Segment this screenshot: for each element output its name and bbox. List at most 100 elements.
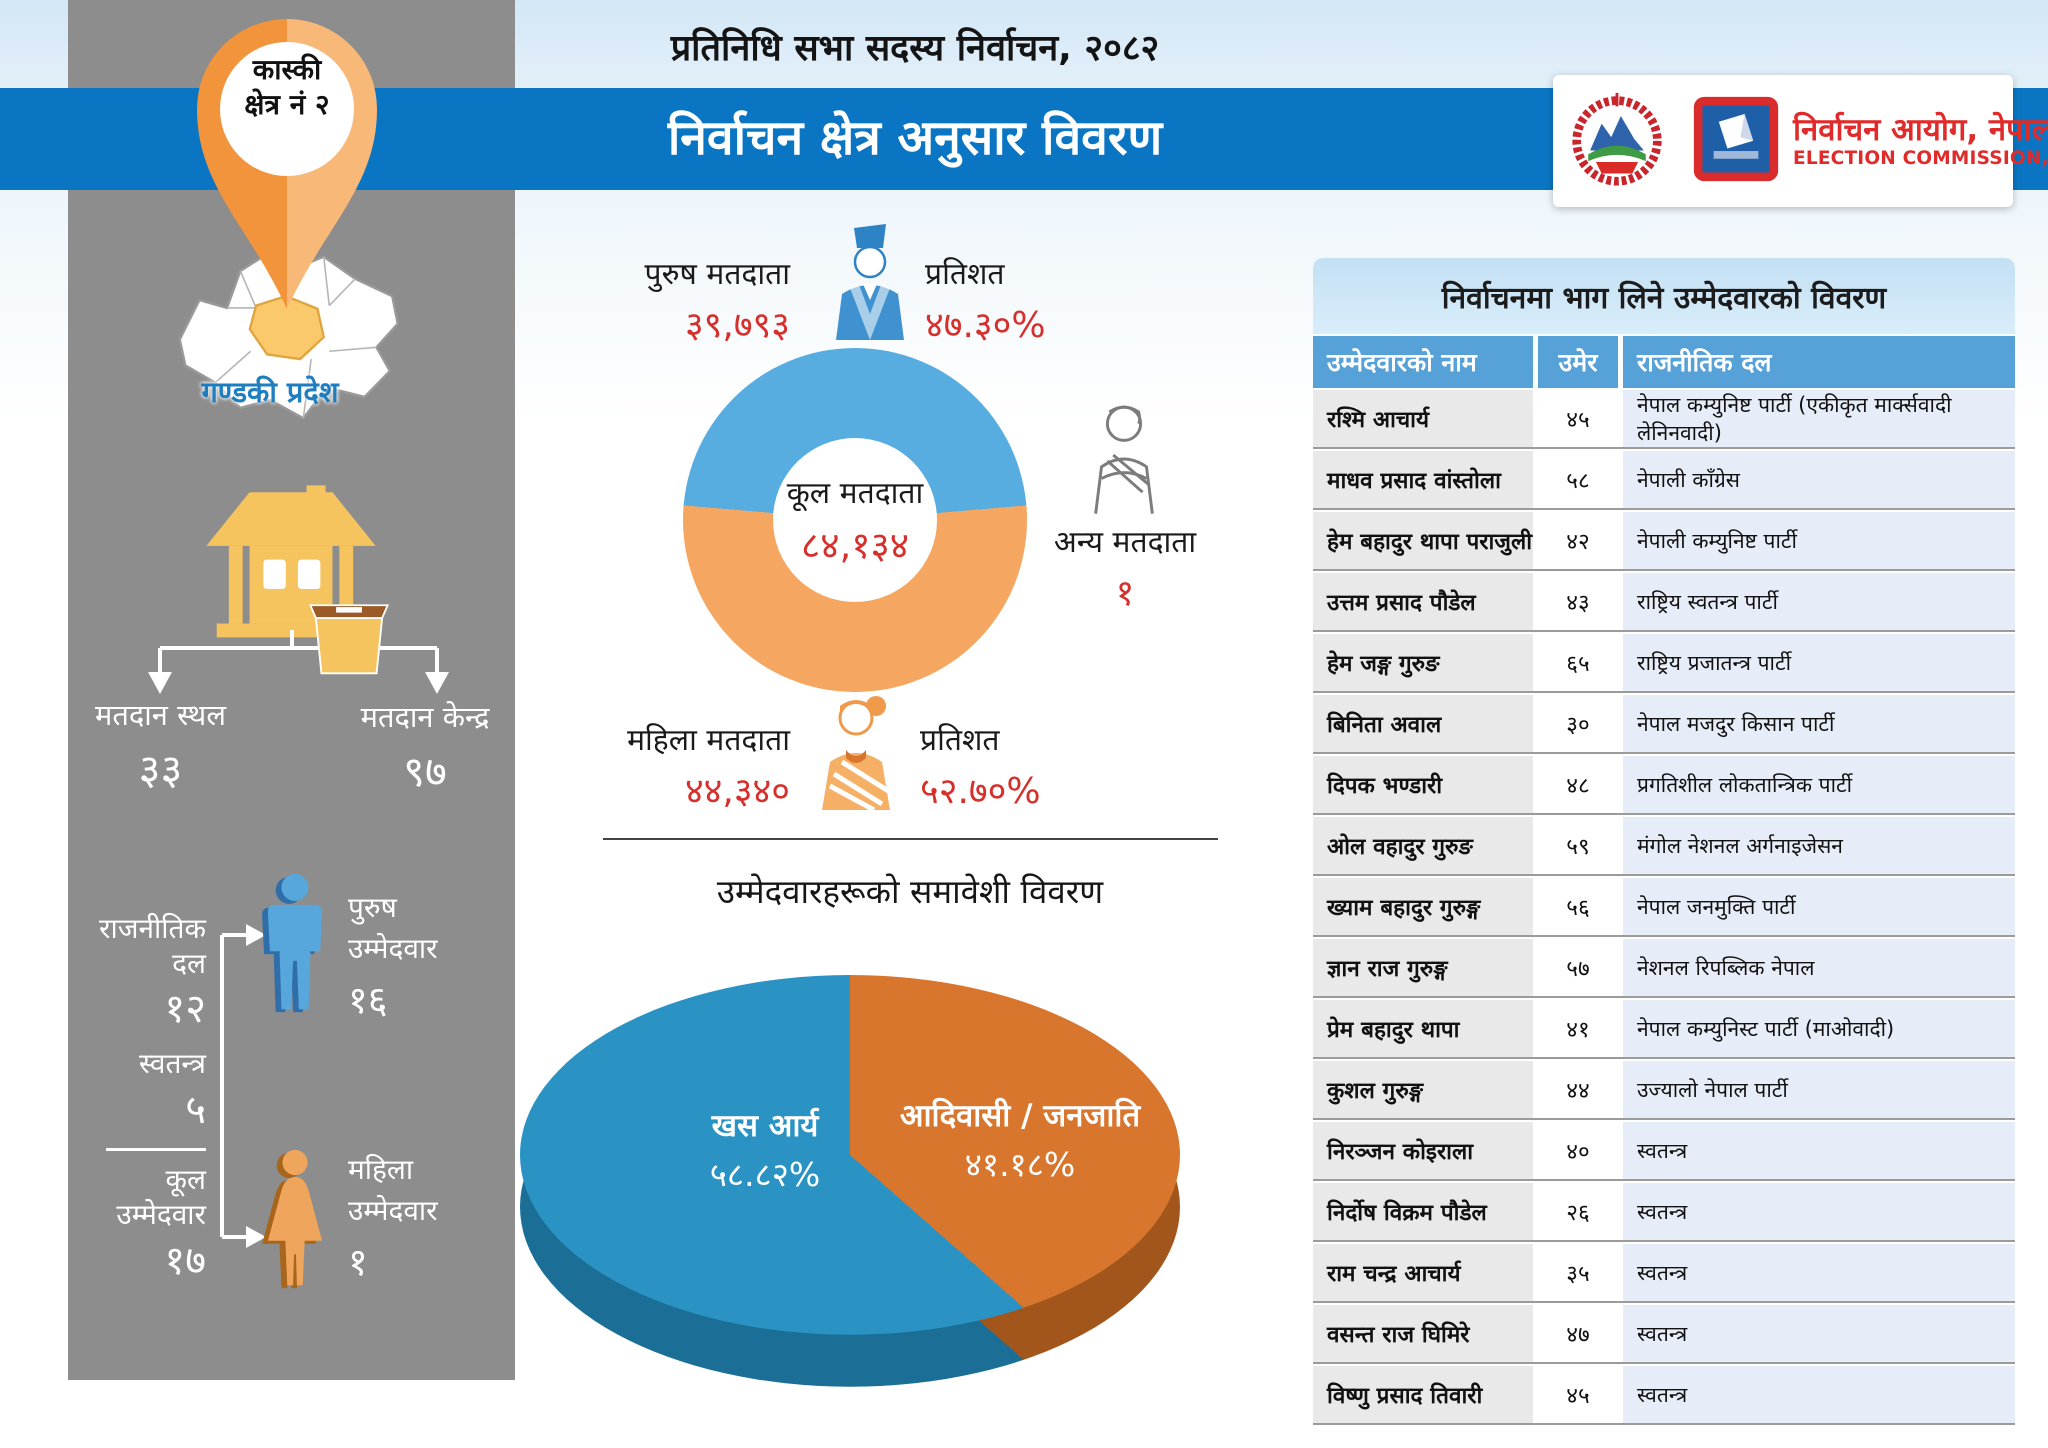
candidate-party: उज्यालो नेपाल पार्टी xyxy=(1623,1061,2015,1118)
constituency-number: क्षेत्र नं २ xyxy=(244,88,330,121)
table-row: उत्तम प्रसाद पौडेल ४३ राष्ट्रिय स्वतन्त्… xyxy=(1313,573,2015,632)
male-candidates-label: पुरुष उम्मेदवार xyxy=(348,891,438,965)
candidate-name: राम चन्द्र आचार्य xyxy=(1313,1244,1533,1301)
table-row: निरञ्जन कोइराला ४० स्वतन्त्र xyxy=(1313,1122,2015,1181)
section-divider xyxy=(603,838,1218,840)
male-candidates-value: १६ xyxy=(348,978,388,1023)
candidate-party: नेपाल जनमुक्ति पार्टी xyxy=(1623,878,2015,935)
male-voters: पुरुष मतदाता ३९,७९३ xyxy=(505,252,790,348)
province-label: गण्डकी प्रदेश xyxy=(201,375,339,409)
candidate-party: नेपाल मजदुर किसान पार्टी xyxy=(1623,695,2015,752)
candidate-party: राष्ट्रिय प्रजातन्त्र पार्टी xyxy=(1623,634,2015,691)
candidate-name: कुशल गुरुङ्ग xyxy=(1313,1061,1533,1118)
ec-logo-card: निर्वाचन आयोग, नेपाल ELECTION COMMISSION… xyxy=(1553,75,2048,207)
candidate-party: नेपाल कम्युनिष्ट पार्टी (एकीकृत मार्क्सव… xyxy=(1623,390,2015,447)
other-voters-value: १ xyxy=(1115,573,1135,614)
page-supertitle: प्रतिनिधि सभा सदस्य निर्वाचन, २०८२ xyxy=(670,28,1160,69)
independent-label: स्वतन्त्र xyxy=(139,1047,206,1081)
candidate-age: ३५ xyxy=(1538,1244,1618,1301)
candidate-age: ४२ xyxy=(1538,512,1618,569)
candidate-rows: रश्मि आचार्य ४५ नेपाल कम्युनिष्ट पार्टी … xyxy=(1313,388,2015,1425)
male-percent: प्रतिशत ४७.३०% xyxy=(925,252,1185,348)
table-row: रश्मि आचार्य ४५ नेपाल कम्युनिष्ट पार्टी … xyxy=(1313,390,2015,449)
candidate-age: ५६ xyxy=(1538,878,1618,935)
candidate-age: ४८ xyxy=(1538,756,1618,813)
table-row: निर्दोष विक्रम पौडेल २६ स्वतन्त्र xyxy=(1313,1183,2015,1242)
pie-top xyxy=(520,975,1180,1335)
map-pin-icon xyxy=(187,14,387,314)
female-candidates-value: १ xyxy=(348,1240,368,1285)
other-voter-icon xyxy=(1080,398,1168,516)
female-voter-icon xyxy=(808,688,908,813)
table-row: माधव प्रसाद वांस्तोला ५८ नेपाली काँग्रेस xyxy=(1313,451,2015,510)
ec-logo-text: निर्वाचन आयोग, नेपाल ELECTION COMMISSION… xyxy=(1793,111,2048,170)
candidate-party: स्वतन्त्र xyxy=(1623,1244,2015,1301)
header-age: उमेर xyxy=(1538,336,1618,388)
candidate-age: ६५ xyxy=(1538,634,1618,691)
candidate-age: ४४ xyxy=(1538,1061,1618,1118)
candidate-party: स्वतन्त्र xyxy=(1623,1122,2015,1179)
other-voters-label: अन्य मतदाता xyxy=(1053,525,1197,560)
table-row: ख्याम बहादुर गुरुङ्ग ५६ नेपाल जनमुक्ति प… xyxy=(1313,878,2015,937)
male-voter-icon xyxy=(820,222,920,342)
table-row: विष्णु प्रसाद तिवारी ४५ स्वतन्त्र xyxy=(1313,1366,2015,1425)
ec-name-english: ELECTION COMMISSION, NEPAL xyxy=(1793,148,2048,170)
polling-centers-value: ९७ xyxy=(403,746,447,796)
inclusive-pie-chart: खस आर्य ५८.८२% आदिवासी / जनजाति ४१.१८% xyxy=(520,975,1180,1395)
constituency-label: कास्की क्षेत्र नं २ xyxy=(209,52,365,122)
candidate-age: ५७ xyxy=(1538,939,1618,996)
female-percent-value: ५२.७०% xyxy=(920,771,1041,812)
female-percent: प्रतिशत ५२.७०% xyxy=(920,718,1180,814)
ec-name-nepali: निर्वाचन आयोग, नेपाल xyxy=(1793,111,2048,148)
table-row: प्रेम बहादुर थापा ४१ नेपाल कम्युनिस्ट पा… xyxy=(1313,1000,2015,1059)
connector-arrows xyxy=(148,630,449,1248)
candidate-age: ४७ xyxy=(1538,1305,1618,1362)
candidate-name: ओल वहादुर गुरुङ xyxy=(1313,817,1533,874)
candidate-name: उत्तम प्रसाद पौडेल xyxy=(1313,573,1533,630)
candidate-name: हेम बहादुर थापा पराजुली xyxy=(1313,512,1533,569)
voter-donut-chart: कूल मतदाता ८४,१३४ xyxy=(683,348,1027,692)
page-title: निर्वाचन क्षेत्र अनुसार विवरण xyxy=(667,110,1163,166)
candidate-name: ख्याम बहादुर गुरुङ्ग xyxy=(1313,878,1533,935)
province-map xyxy=(168,233,404,438)
candidate-age: ४५ xyxy=(1538,390,1618,447)
candidate-party: नेपाली काँग्रेस xyxy=(1623,451,2015,508)
female-candidates-label: महिला उम्मेदवार xyxy=(348,1153,438,1227)
female-candidates: महिला उम्मेदवार १ xyxy=(348,1150,438,1290)
candidate-name: निर्दोष विक्रम पौडेल xyxy=(1313,1183,1533,1240)
total-candidates-label: कूल उम्मेदवार xyxy=(116,1163,206,1231)
candidate-age: २६ xyxy=(1538,1183,1618,1240)
table-row: हेम बहादुर थापा पराजुली ४२ नेपाली कम्युन… xyxy=(1313,512,2015,571)
candidate-party: नेपाली कम्युनिष्ट पार्टी xyxy=(1623,512,2015,569)
candidate-name: ज्ञान राज गुरुङ्ग xyxy=(1313,939,1533,996)
table-row: राम चन्द्र आचार्य ३५ स्वतन्त्र xyxy=(1313,1244,2015,1303)
male-figure-icon xyxy=(256,872,334,1017)
ballot-box-logo-icon xyxy=(1693,96,1779,186)
candidate-party: स्वतन्त्र xyxy=(1623,1366,2015,1423)
candidate-name: वसन्त राज घिमिरे xyxy=(1313,1305,1533,1362)
table-title: निर्वाचनमा भाग लिने उम्मेदवारको विवरण xyxy=(1313,258,2015,334)
parties-summary: राजनीतिक दल १२ स्वतन्त्र ५ कूल उम्मेदवार… xyxy=(78,912,206,1285)
candidate-party: नेपाल कम्युनिस्ट पार्टी (माओवादी) xyxy=(1623,1000,2015,1057)
ballot-box-icon xyxy=(303,585,395,677)
female-figure-icon xyxy=(254,1148,336,1293)
candidate-name: निरञ्जन कोइराला xyxy=(1313,1122,1533,1179)
table-row: कुशल गुरुङ्ग ४४ उज्यालो नेपाल पार्टी xyxy=(1313,1061,2015,1120)
candidate-age: ४० xyxy=(1538,1122,1618,1179)
donut-center: कूल मतदाता ८४,१३४ xyxy=(773,438,937,602)
polling-locations-label: मतदान स्थल xyxy=(95,698,226,732)
candidate-name: दिपक भण्डारी xyxy=(1313,756,1533,813)
candidate-age: ५८ xyxy=(1538,451,1618,508)
candidate-name: विष्णु प्रसाद तिवारी xyxy=(1313,1366,1533,1423)
header-party: राजनीतिक दल xyxy=(1623,336,2015,388)
table-row: बिनिता अवाल ३० नेपाल मजदुर किसान पार्टी xyxy=(1313,695,2015,754)
parties-value: १२ xyxy=(164,986,206,1033)
table-row: ओल वहादुर गुरुङ ५९ मंगोल नेशनल अर्गनाइजे… xyxy=(1313,817,2015,876)
male-percent-value: ४७.३०% xyxy=(925,305,1046,346)
candidate-name: हेम जङ्ग गुरुङ xyxy=(1313,634,1533,691)
parties-label: राजनीतिक दल xyxy=(99,912,206,980)
female-voters-value: ४४,३४० xyxy=(684,771,790,812)
pie-label-khas: खस आर्य ५८.८२% xyxy=(709,1108,821,1194)
male-percent-label: प्रतिशत xyxy=(925,257,1005,292)
inclusive-chart-title: उम्मेदवारहरूको समावेशी विवरण xyxy=(716,872,1104,911)
